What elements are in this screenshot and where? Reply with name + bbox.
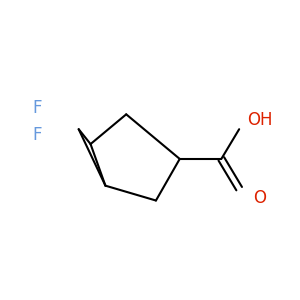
Text: F: F [32, 126, 42, 144]
Text: F: F [32, 99, 42, 117]
Text: O: O [254, 189, 266, 207]
Text: OH: OH [247, 111, 273, 129]
